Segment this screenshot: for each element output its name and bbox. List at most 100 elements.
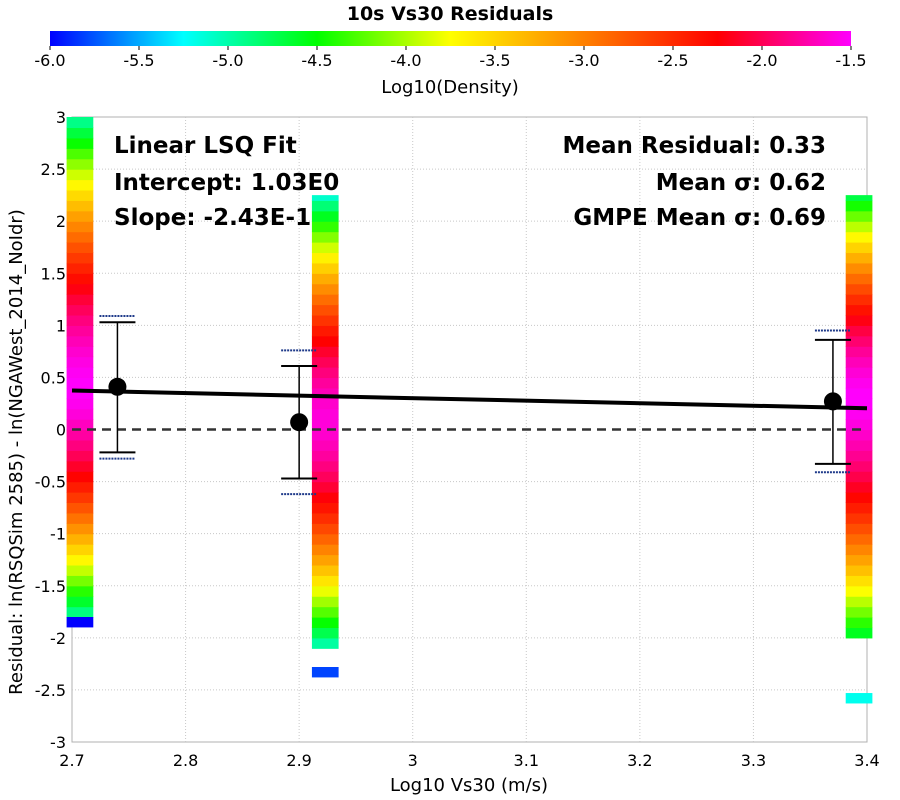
x-tick-label: 3 <box>408 751 418 770</box>
density-cell <box>66 304 94 316</box>
density-column <box>311 195 339 678</box>
annotation-gmpe-mean-sigma: GMPE Mean σ: 0.69 <box>573 205 826 231</box>
density-cell <box>845 460 873 472</box>
y-tick-label: -1.5 <box>35 577 66 596</box>
density-cell <box>66 398 94 410</box>
density-cell <box>845 195 873 201</box>
density-cell <box>311 231 339 243</box>
density-cell <box>311 335 339 347</box>
density-cell <box>66 335 94 347</box>
density-cell <box>311 252 339 264</box>
density-cell <box>845 492 873 504</box>
density-cell <box>66 387 94 399</box>
density-cell <box>845 606 873 618</box>
density-cell <box>311 533 339 545</box>
density-cell <box>311 450 339 462</box>
density-cell <box>66 585 94 597</box>
density-cell <box>845 398 873 410</box>
density-cell <box>66 148 94 160</box>
density-cell <box>66 606 94 618</box>
annotation-slope: Slope: -2.43E-1 <box>114 205 311 231</box>
density-cell <box>845 439 873 451</box>
chart-title: 10s Vs30 Residuals <box>347 3 554 25</box>
density-cell <box>66 325 94 337</box>
density-cell <box>311 419 339 431</box>
density-cell <box>311 377 339 389</box>
x-axis-ticks: 2.7 2.8 2.9 3 3.1 3.2 3.3 3.4 <box>59 751 879 770</box>
density-outlier-cell <box>311 667 339 678</box>
density-cell <box>311 398 339 410</box>
density-cell <box>66 346 94 358</box>
density-column <box>845 195 873 704</box>
colorbar-tick-label: -4.0 <box>390 51 421 70</box>
bin-mean-point <box>290 413 309 432</box>
plot-area <box>66 116 873 743</box>
colorbar-label: Log10(Density) <box>381 77 519 98</box>
density-cell <box>66 408 94 420</box>
density-cell <box>845 523 873 535</box>
bin-mean-group <box>99 314 136 460</box>
density-cell <box>845 627 873 639</box>
density-cell <box>66 492 94 504</box>
density-cell <box>66 283 94 295</box>
density-cell <box>845 242 873 254</box>
density-cell <box>311 544 339 556</box>
density-cell <box>66 471 94 483</box>
y-tick-label: -2 <box>50 629 66 648</box>
density-cell <box>66 252 94 264</box>
density-cell <box>66 127 94 139</box>
density-cell <box>311 273 339 285</box>
density-cell <box>845 273 873 285</box>
density-cell <box>311 439 339 451</box>
density-cell <box>845 325 873 337</box>
density-cell <box>845 283 873 295</box>
density-cell <box>311 221 339 233</box>
density-cell <box>66 169 94 181</box>
density-cell <box>66 377 94 389</box>
density-cell <box>66 554 94 566</box>
density-cell <box>845 408 873 420</box>
density-cell <box>66 242 94 254</box>
density-cell <box>311 210 339 222</box>
colorbar-tick-label: -1.5 <box>835 51 866 70</box>
colorbar-tick-label: -6.0 <box>34 51 65 70</box>
density-cell <box>311 325 339 337</box>
density-cell <box>845 367 873 379</box>
density-cell <box>845 304 873 316</box>
density-cell <box>311 502 339 514</box>
density-cell <box>311 408 339 420</box>
density-cell <box>845 533 873 545</box>
y-tick-label: 1.5 <box>41 264 66 283</box>
y-axis-label: Residual: ln(RSQSim 2585) - ln(NGAWest_2… <box>6 209 27 695</box>
colorbar-tick-label: -4.5 <box>301 51 332 70</box>
colorbar-tick-label: -2.5 <box>657 51 688 70</box>
x-tick-label: 3.1 <box>514 751 539 770</box>
x-axis-label: Log10 Vs30 (m/s) <box>390 775 548 796</box>
bin-mean-point <box>108 377 127 396</box>
density-cell <box>845 512 873 524</box>
y-tick-label: -1 <box>50 525 66 544</box>
colorbar-tick-label: -5.0 <box>212 51 243 70</box>
colorbar-tick-label: -3.5 <box>479 51 510 70</box>
density-cell <box>66 596 94 608</box>
x-tick-label: 3.2 <box>627 751 652 770</box>
density-cell <box>845 429 873 441</box>
density-cell <box>845 502 873 514</box>
density-cell <box>311 387 339 399</box>
density-cell <box>845 481 873 493</box>
density-cell <box>311 195 339 201</box>
density-cell <box>66 231 94 243</box>
x-tick-label: 2.9 <box>286 751 311 770</box>
density-outlier-cell <box>66 617 94 628</box>
density-cell <box>311 346 339 358</box>
y-axis-ticks: -3 -2.5 -2 -1.5 -1 -0.5 0 0.5 1 1.5 2 2.5 3 <box>35 108 66 752</box>
density-cell <box>66 356 94 368</box>
density-cell <box>845 314 873 326</box>
density-cell <box>66 117 94 129</box>
colorbar-tick-label: -3.0 <box>568 51 599 70</box>
fit-line <box>71 388 868 411</box>
density-cell <box>845 210 873 222</box>
density-cell <box>311 596 339 608</box>
density-cell <box>66 262 94 274</box>
density-cell <box>66 502 94 514</box>
